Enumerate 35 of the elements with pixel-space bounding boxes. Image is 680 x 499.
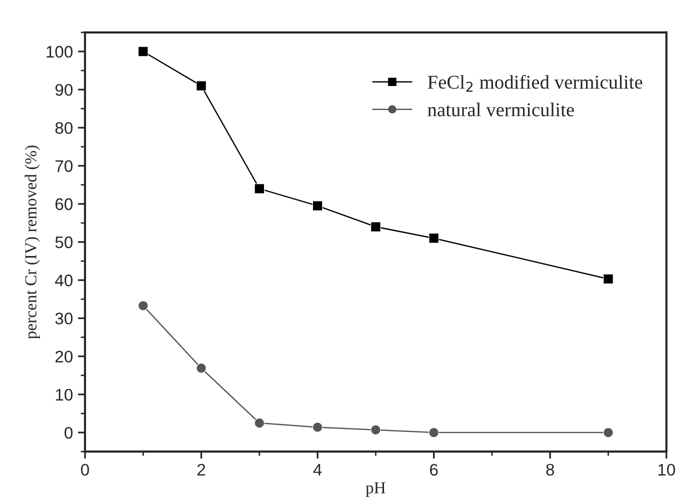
point [312, 422, 323, 432]
point [312, 200, 323, 211]
y-tick-label: 60 [56, 198, 73, 210]
x-tick-label: 4 [313, 464, 322, 476]
y-tick-label: 20 [55, 350, 73, 363]
point [428, 233, 439, 244]
point [254, 184, 265, 194]
point [196, 80, 206, 91]
x-tick-label: 0 [81, 464, 89, 476]
point [603, 274, 614, 284]
x-tick-label: 8 [546, 464, 554, 476]
point [428, 427, 439, 438]
point [603, 427, 614, 438]
y-tick-label: 50 [55, 236, 73, 248]
y-tick-label: 80 [55, 122, 73, 134]
x-tick-label: 2 [197, 464, 206, 476]
y-tick-label: 70 [56, 160, 73, 172]
x-tick-label: 6 [430, 464, 438, 476]
point [370, 424, 381, 436]
x-axis-title: pH [366, 482, 386, 497]
legend-label: FeCl$_{2}$ modified vermiculite [428, 74, 642, 92]
point [254, 418, 265, 428]
y-tick-label: 0 [64, 426, 73, 439]
x-tick-label: 10 [658, 464, 676, 476]
point [196, 363, 206, 374]
y-axis-title: percent Cr (IV) removed (%) [24, 146, 40, 339]
y-tick-label: 10 [56, 388, 73, 401]
legend-label: natural vermiculite [428, 102, 574, 116]
y-tick-label: 90 [55, 84, 73, 96]
y-tick-label: 40 [55, 274, 73, 286]
point [138, 300, 148, 311]
point [370, 222, 381, 232]
y-tick-label: 30 [55, 312, 73, 324]
y-tick-label: 100 [46, 46, 73, 58]
point [138, 46, 148, 57]
